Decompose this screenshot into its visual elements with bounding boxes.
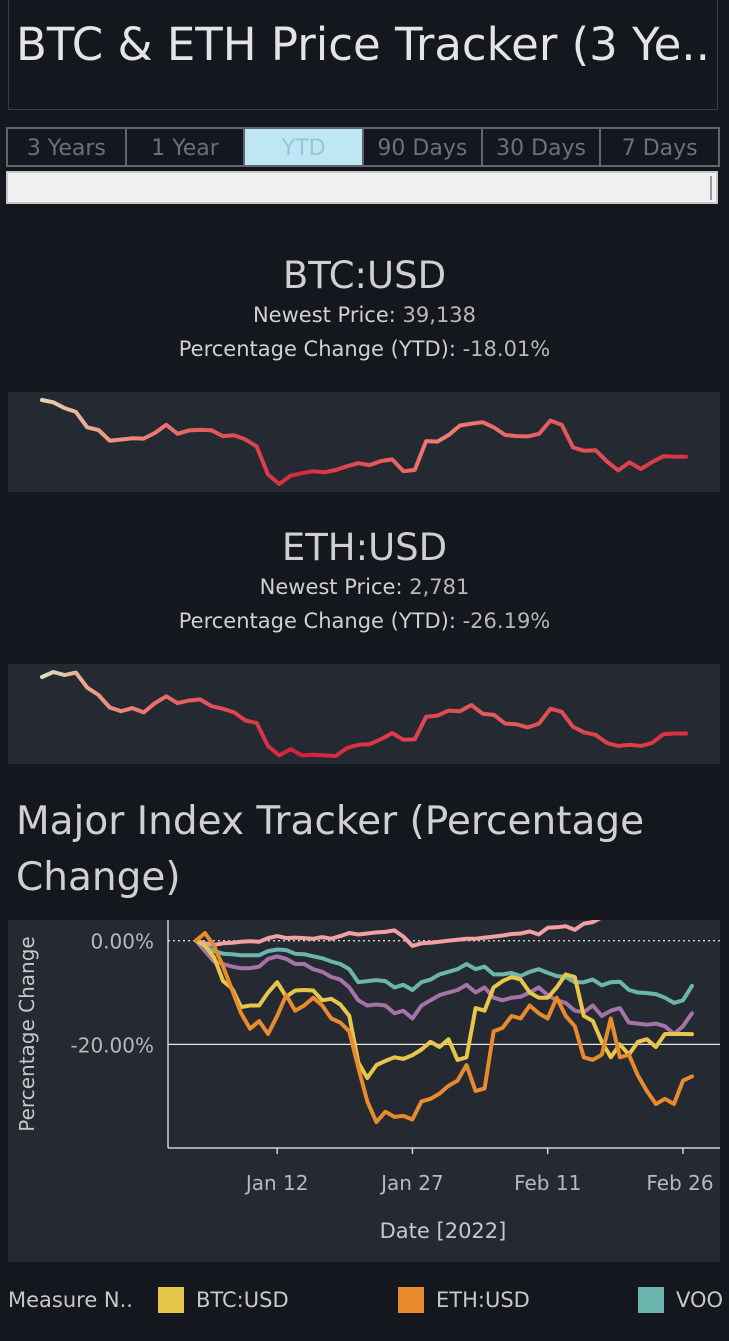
- legend-item-btc[interactable]: BTC:USD: [158, 1280, 289, 1320]
- legend-swatch-voo: [638, 1287, 664, 1313]
- y-tick-label: 0.00%: [90, 930, 154, 954]
- y-axis-title: Percentage Change: [15, 936, 39, 1131]
- legend-label-eth: ETH:USD: [436, 1288, 530, 1312]
- tab-1-year[interactable]: 1 Year: [124, 127, 246, 167]
- legend-label-btc: BTC:USD: [196, 1288, 289, 1312]
- eth-price-label: Newest Price:: [259, 575, 403, 599]
- btc-change-label: Percentage Change (YTD):: [178, 337, 456, 361]
- eth-sparkline-panel: [8, 664, 720, 764]
- eth-change-label: Percentage Change (YTD):: [178, 609, 456, 633]
- btc-sparkline-line: [40, 398, 688, 486]
- eth-pair-title: ETH:USD: [281, 526, 448, 569]
- eth-header: ETH:USD Newest Price: 2,781 Percentage C…: [0, 526, 729, 633]
- legend-item-eth[interactable]: ETH:USD: [398, 1280, 530, 1320]
- range-tabs: 3 Years 1 Year YTD 90 Days 30 Days 7 Day…: [6, 127, 721, 167]
- eth-change-value: -26.19%: [462, 609, 551, 633]
- legend-title: Measure N..: [8, 1288, 133, 1312]
- tab-7-days[interactable]: 7 Days: [599, 127, 721, 167]
- btc-sparkline: [40, 398, 688, 486]
- eth-price-value: 2,781: [409, 575, 470, 599]
- series-line-0: [194, 911, 694, 948]
- series-line-2: [194, 938, 694, 1036]
- x-axis-title: Date [2022]: [380, 1219, 507, 1243]
- btc-change-line: Percentage Change (YTD): -18.01%: [0, 337, 729, 361]
- legend-item-voo[interactable]: VOO: [638, 1280, 729, 1320]
- eth-change-line: Percentage Change (YTD): -26.19%: [0, 609, 729, 633]
- x-tick-label: Jan 27: [379, 1171, 444, 1195]
- index-chart: 0.00% -20.00% Jan 12 Jan 27 Feb 11 Feb 26 Date…: [15, 911, 720, 1243]
- btc-price-label: Newest Price:: [252, 303, 396, 327]
- x-tick-label: Jan 12: [244, 1171, 309, 1195]
- legend-swatch-eth: [398, 1287, 424, 1313]
- legend: Measure N.. BTC:USD ETH:USD VOO: [0, 1280, 729, 1320]
- tab-90-days[interactable]: 90 Days: [362, 127, 483, 167]
- btc-change-value: -18.01%: [462, 337, 551, 361]
- tab-3-years[interactable]: 3 Years: [6, 127, 127, 167]
- btc-price-line: Newest Price: 39,138: [0, 303, 729, 327]
- series-line-1: [194, 938, 694, 1005]
- x-tick-label: Feb 11: [514, 1171, 581, 1195]
- page-title: BTC & ETH Price Tracker (3 Ye..: [16, 18, 710, 71]
- eth-sparkline-line: [40, 670, 688, 758]
- x-tick-label: Feb 26: [646, 1171, 713, 1195]
- legend-label-voo: VOO: [676, 1288, 724, 1312]
- eth-price-line: Newest Price: 2,781: [0, 575, 729, 599]
- btc-header: BTC:USD Newest Price: 39,138 Percentage …: [0, 254, 729, 361]
- btc-pair-title: BTC:USD: [282, 254, 447, 297]
- slider-handle[interactable]: [710, 176, 712, 200]
- btc-price-value: 39,138: [402, 303, 477, 327]
- btc-sparkline-panel: [8, 392, 720, 492]
- range-slider[interactable]: [6, 171, 718, 204]
- eth-sparkline: [40, 670, 688, 758]
- legend-swatch-btc: [158, 1287, 184, 1313]
- series-line-3: [194, 938, 694, 1080]
- index-chart-panel: 0.00% -20.00% Jan 12 Jan 27 Feb 11 Feb 26 Date…: [8, 911, 720, 1262]
- tab-30-days[interactable]: 30 Days: [480, 127, 602, 167]
- y-tick-label: -20.00%: [71, 1033, 154, 1057]
- title-box: [8, 0, 718, 110]
- tab-ytd[interactable]: YTD: [243, 127, 365, 167]
- series-line-4: [194, 931, 694, 1125]
- index-chart-title: Major Index Tracker (Percentage Change): [16, 799, 645, 900]
